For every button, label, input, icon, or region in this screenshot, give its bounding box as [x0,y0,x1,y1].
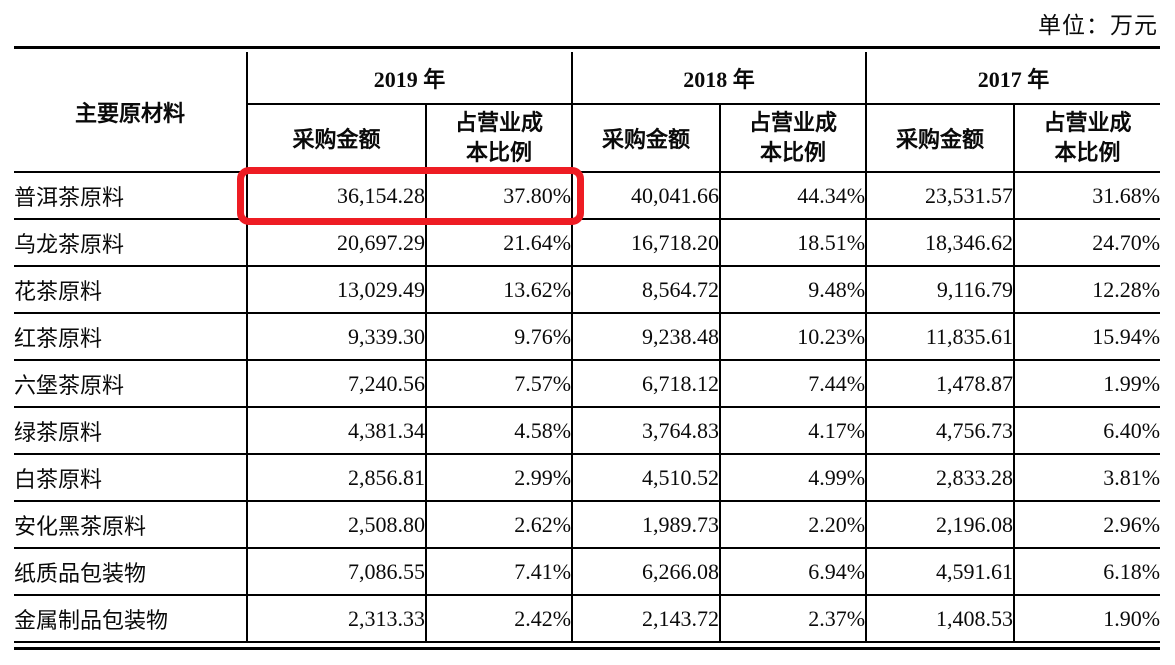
cell-2019-amount: 20,697.29 [246,219,426,267]
cell-2018-ratio: 44.34% [719,172,867,220]
cell-2018-ratio: 18.51% [719,219,867,267]
cell-2018-amount: 40,041.66 [571,172,721,220]
cell-2018-amount: 9,238.48 [571,313,721,361]
cell-material: 绿茶原料 [14,407,247,455]
table-row: 纸质品包装物 7,086.55 7.41% 6,266.08 6.94% 4,5… [14,548,1161,596]
subheader-ratio-2017: 占营业成本比例 [1013,104,1161,173]
cell-2019-amount: 4,381.34 [246,407,426,455]
table-row: 金属制品包装物 2,313.33 2.42% 2,143.72 2.37% 1,… [14,595,1161,643]
cell-2018-amount: 4,510.52 [571,454,721,502]
cell-2018-amount: 3,764.83 [571,407,721,455]
cell-material: 安化黑茶原料 [14,501,247,549]
cell-2017-amount: 11,835.61 [865,313,1015,361]
table-row: 普洱茶原料 36,154.28 37.80% 40,041.66 44.34% … [14,172,1161,220]
cell-2019-ratio: 2.99% [424,454,573,502]
table-row: 六堡茶原料 7,240.56 7.57% 6,718.12 7.44% 1,47… [14,360,1161,408]
cell-2018-amount: 6,266.08 [571,548,721,596]
cell-2017-amount: 18,346.62 [865,219,1015,267]
cell-2017-ratio: 12.28% [1013,266,1161,314]
subheader-amount-2019: 采购金额 [246,104,426,173]
cell-2017-ratio: 31.68% [1013,172,1161,220]
subheader-ratio-2018: 占营业成本比例 [719,104,867,173]
cell-2019-amount: 9,339.30 [246,313,426,361]
corner-header: 主要原材料 [14,52,247,173]
materials-table-wrap: 主要原材料 2019 年 2018 年 2017 年 采购金额 占营业成本比例 … [14,46,1161,650]
cell-2017-amount: 2,196.08 [865,501,1015,549]
cell-2018-amount: 8,564.72 [571,266,721,314]
cell-2019-amount: 2,508.80 [246,501,426,549]
cell-2018-ratio: 7.44% [719,360,867,408]
cell-2019-ratio: 7.41% [424,548,573,596]
cell-2017-ratio: 1.99% [1013,360,1161,408]
cell-2019-ratio: 2.62% [424,501,573,549]
cell-2017-amount: 2,833.28 [865,454,1015,502]
cell-2018-amount: 16,718.20 [571,219,721,267]
cell-2017-amount: 4,756.73 [865,407,1015,455]
subheader-amount-2018: 采购金额 [571,104,721,173]
year-header-2017: 2017 年 [865,52,1161,105]
year-header-2019: 2019 年 [245,52,573,105]
cell-2018-amount: 1,989.73 [571,501,721,549]
cell-2018-amount: 2,143.72 [571,595,721,643]
cell-material: 乌龙茶原料 [14,219,247,267]
subheader-amount-2017: 采购金额 [865,104,1015,173]
cell-2019-ratio: 7.57% [424,360,573,408]
cell-2019-amount: 7,086.55 [246,548,426,596]
cell-2017-amount: 1,408.53 [865,595,1015,643]
year-header-2018: 2018 年 [571,52,867,105]
cell-2019-ratio: 2.42% [424,595,573,643]
cell-2019-amount: 7,240.56 [246,360,426,408]
cell-2017-ratio: 6.18% [1013,548,1161,596]
cell-2019-amount: 36,154.28 [246,172,426,220]
cell-2017-ratio: 2.96% [1013,501,1161,549]
cell-material: 普洱茶原料 [14,172,247,220]
subheader-ratio-2019: 占营业成本比例 [424,104,573,173]
cell-2017-amount: 23,531.57 [865,172,1015,220]
table-row: 白茶原料 2,856.81 2.99% 4,510.52 4.99% 2,833… [14,454,1161,502]
cell-2017-amount: 1,478.87 [865,360,1015,408]
cell-2019-ratio: 13.62% [424,266,573,314]
cell-material: 花茶原料 [14,266,247,314]
cell-2018-amount: 6,718.12 [571,360,721,408]
cell-2018-ratio: 2.20% [719,501,867,549]
cell-material: 白茶原料 [14,454,247,502]
cell-material: 红茶原料 [14,313,247,361]
cell-material: 纸质品包装物 [14,548,247,596]
unit-label: 单位：万元 [1038,13,1158,38]
table-row: 红茶原料 9,339.30 9.76% 9,238.48 10.23% 11,8… [14,313,1161,361]
cell-2017-ratio: 6.40% [1013,407,1161,455]
cell-2019-ratio: 9.76% [424,313,573,361]
table-row: 乌龙茶原料 20,697.29 21.64% 16,718.20 18.51% … [14,219,1161,267]
cell-2018-ratio: 6.94% [719,548,867,596]
cell-2017-ratio: 1.90% [1013,595,1161,643]
cell-2019-amount: 13,029.49 [246,266,426,314]
cell-2018-ratio: 4.17% [719,407,867,455]
cell-material: 金属制品包装物 [14,595,247,643]
cell-2017-ratio: 24.70% [1013,219,1161,267]
cell-2019-amount: 2,856.81 [246,454,426,502]
table-row: 花茶原料 13,029.49 13.62% 8,564.72 9.48% 9,1… [14,266,1161,314]
cell-2019-amount: 2,313.33 [246,595,426,643]
cell-2018-ratio: 2.37% [719,595,867,643]
cell-2019-ratio: 4.58% [424,407,573,455]
cell-2018-ratio: 9.48% [719,266,867,314]
cell-material: 六堡茶原料 [14,360,247,408]
cell-2017-amount: 9,116.79 [865,266,1015,314]
table-row: 安化黑茶原料 2,508.80 2.62% 1,989.73 2.20% 2,1… [14,501,1161,549]
cell-2017-ratio: 15.94% [1013,313,1161,361]
cell-2017-amount: 4,591.61 [865,548,1015,596]
cell-2019-ratio: 37.80% [424,172,573,220]
header-year-row: 主要原材料 2019 年 2018 年 2017 年 [14,52,1161,173]
header-sub-row: 采购金额 占营业成本比例 采购金额 占营业成本比例 采购金额 占营业成本比例 [14,104,1161,173]
cell-2018-ratio: 4.99% [719,454,867,502]
cell-2019-ratio: 21.64% [424,219,573,267]
table-row: 绿茶原料 4,381.34 4.58% 3,764.83 4.17% 4,756… [14,407,1161,455]
materials-table: 主要原材料 2019 年 2018 年 2017 年 采购金额 占营业成本比例 … [14,52,1161,643]
cell-2018-ratio: 10.23% [719,313,867,361]
cell-2017-ratio: 3.81% [1013,454,1161,502]
